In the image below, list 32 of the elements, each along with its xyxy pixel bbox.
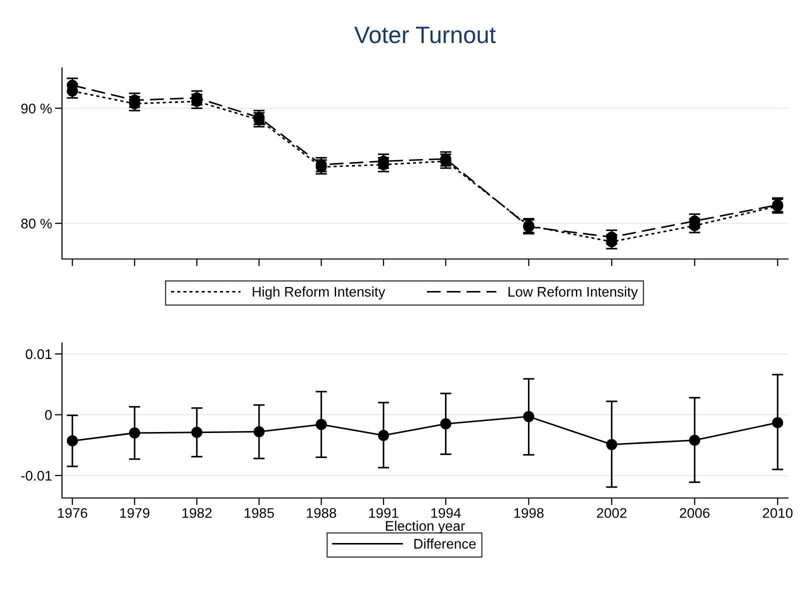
x-tick-label: 2010 (762, 508, 793, 518)
point (316, 418, 327, 430)
legend-label: Difference (414, 538, 476, 549)
x-tick-label: 2002 (596, 508, 626, 518)
point (254, 426, 265, 438)
y-tick-label: 0.01 (26, 349, 52, 360)
x-tick-label: 1994 (431, 508, 461, 518)
x-tick-label: 1982 (182, 508, 212, 518)
x-tick-label: 1979 (120, 508, 150, 518)
x-tick-label: 1991 (369, 508, 398, 518)
x-tick-label: 1988 (306, 508, 336, 518)
y-tick-label: 0 (45, 410, 52, 420)
legend-label: Low Reform Intensity (508, 286, 638, 300)
x-axis-title: Election year (386, 520, 465, 534)
y-tick-label: 80 % (21, 218, 52, 228)
chart-title: Voter Turnout (354, 26, 496, 44)
point (191, 426, 202, 438)
point (689, 434, 700, 446)
point (772, 417, 784, 428)
x-tick-label: 2006 (680, 508, 710, 518)
point (129, 427, 140, 439)
point (66, 435, 78, 446)
y-tick-label: -0.01 (21, 470, 52, 481)
x-tick-label: 1985 (244, 508, 274, 518)
y-tick-label: 90 % (21, 104, 52, 114)
point (606, 438, 618, 450)
point (378, 430, 390, 441)
legend-label: High Reform Intensity (252, 286, 386, 300)
point (440, 418, 452, 430)
point (523, 410, 534, 422)
x-tick-label: 1998 (514, 508, 544, 518)
x-tick-label: 1976 (58, 508, 88, 518)
